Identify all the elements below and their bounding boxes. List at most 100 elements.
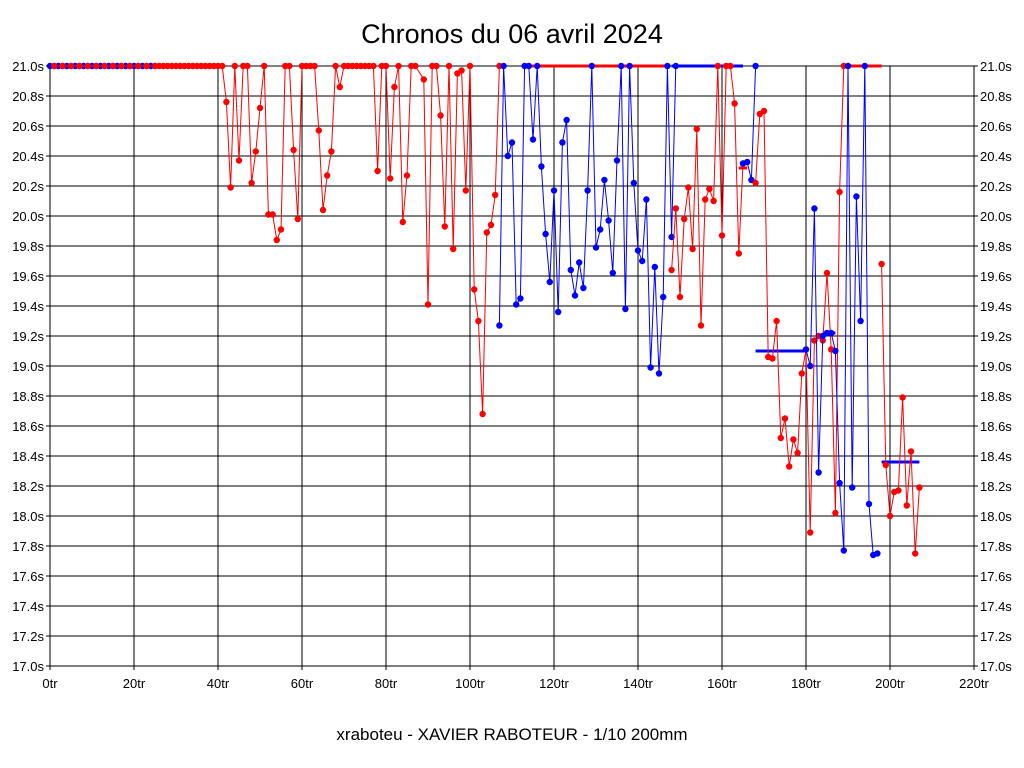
data-point bbox=[441, 223, 448, 230]
data-point bbox=[630, 179, 637, 187]
y-tick-label-left: 19.4s bbox=[12, 299, 44, 314]
data-point bbox=[807, 529, 814, 536]
data-point bbox=[496, 322, 503, 329]
data-point bbox=[395, 62, 402, 70]
y-tick-label-left: 17.8s bbox=[12, 539, 44, 554]
data-point bbox=[290, 146, 297, 154]
data-point bbox=[597, 226, 604, 233]
y-axis-labels: 17.0s 17.0s 17.2s 17.2s 17.4s 17.4s 17.6s 17.6s… bbox=[12, 59, 1012, 674]
y-tick-label-right: 19.6s bbox=[980, 269, 1012, 284]
data-point bbox=[907, 448, 915, 455]
data-point bbox=[328, 148, 335, 155]
data-point bbox=[382, 62, 390, 70]
data-point bbox=[823, 269, 831, 277]
data-point bbox=[542, 230, 549, 238]
data-point bbox=[525, 62, 532, 70]
data-point bbox=[580, 284, 587, 292]
data-point bbox=[828, 329, 835, 337]
data-point bbox=[584, 187, 591, 194]
data-point bbox=[483, 229, 490, 236]
data-point bbox=[433, 62, 440, 70]
data-point bbox=[714, 62, 721, 70]
y-tick-label-right: 21.0s bbox=[980, 59, 1012, 74]
data-point bbox=[857, 317, 864, 325]
data-point bbox=[769, 355, 776, 362]
y-tick-label-left: 20.6s bbox=[12, 119, 44, 134]
chart-footer: xraboteu - XAVIER RABOTEUR - 1/10 200mm bbox=[336, 725, 687, 744]
data-point bbox=[492, 191, 499, 199]
y-tick-label-left: 20.0s bbox=[12, 209, 44, 224]
y-tick-label-left: 19.0s bbox=[12, 359, 44, 374]
y-tick-label-left: 19.8s bbox=[12, 239, 44, 254]
data-point bbox=[576, 259, 583, 266]
series-line bbox=[805, 65, 878, 556]
data-point bbox=[672, 205, 679, 212]
data-point bbox=[93, 62, 100, 70]
data-point bbox=[685, 184, 692, 191]
series-red-2 bbox=[668, 62, 747, 329]
data-point bbox=[693, 125, 700, 133]
data-point bbox=[109, 62, 117, 70]
data-point bbox=[672, 62, 679, 70]
data-point bbox=[563, 116, 570, 124]
data-point bbox=[601, 176, 608, 184]
data-point bbox=[807, 362, 814, 370]
x-tick-label: 60tr bbox=[291, 676, 314, 691]
data-point bbox=[618, 62, 625, 70]
y-tick-label-left: 18.6s bbox=[12, 419, 44, 434]
data-point bbox=[802, 346, 810, 353]
data-point bbox=[752, 62, 759, 70]
data-point bbox=[277, 226, 285, 233]
y-tick-label-right: 18.8s bbox=[980, 389, 1012, 404]
x-tick-label: 0tr bbox=[42, 676, 58, 691]
data-point bbox=[403, 172, 411, 179]
data-point bbox=[622, 305, 629, 313]
data-point bbox=[886, 512, 894, 520]
data-point bbox=[273, 236, 280, 244]
data-point bbox=[567, 266, 574, 274]
y-tick-label-left: 20.8s bbox=[12, 89, 44, 104]
data-point bbox=[752, 179, 759, 187]
y-tick-label-left: 17.6s bbox=[12, 569, 44, 584]
data-point bbox=[849, 484, 856, 491]
y-tick-label-right: 17.2s bbox=[980, 629, 1012, 644]
y-tick-label-right: 17.0s bbox=[980, 659, 1012, 674]
data-point bbox=[853, 193, 860, 200]
data-point bbox=[67, 62, 75, 70]
data-point bbox=[437, 112, 444, 119]
data-point bbox=[286, 62, 293, 70]
y-tick-label-right: 17.6s bbox=[980, 569, 1012, 584]
data-point bbox=[777, 434, 784, 442]
y-tick-label-left: 17.0s bbox=[12, 659, 44, 674]
data-point bbox=[815, 469, 822, 476]
data-point bbox=[727, 62, 734, 70]
data-point bbox=[504, 152, 511, 160]
data-point bbox=[475, 317, 482, 325]
data-point bbox=[790, 436, 797, 443]
data-point bbox=[324, 172, 331, 179]
x-tick-label: 100tr bbox=[455, 676, 485, 691]
data-point bbox=[882, 461, 889, 469]
data-point bbox=[588, 62, 595, 70]
data-point bbox=[744, 158, 751, 166]
data-point bbox=[462, 187, 469, 194]
data-point bbox=[916, 484, 923, 491]
data-point bbox=[248, 179, 255, 187]
data-point bbox=[781, 415, 789, 422]
y-tick-label-left: 18.0s bbox=[12, 509, 44, 524]
data-point bbox=[370, 62, 377, 70]
data-point bbox=[311, 62, 318, 70]
data-point bbox=[626, 62, 633, 70]
data-point bbox=[445, 62, 453, 70]
data-point bbox=[143, 62, 150, 70]
data-point bbox=[500, 62, 507, 70]
data-point bbox=[269, 211, 276, 218]
data-point bbox=[613, 157, 621, 164]
data-point bbox=[592, 244, 600, 251]
data-point bbox=[706, 185, 713, 193]
x-tick-label: 180tr bbox=[791, 676, 821, 691]
data-point bbox=[651, 263, 658, 271]
y-tick-label-left: 18.4s bbox=[12, 449, 44, 464]
data-point bbox=[832, 509, 839, 517]
data-point bbox=[534, 62, 541, 70]
